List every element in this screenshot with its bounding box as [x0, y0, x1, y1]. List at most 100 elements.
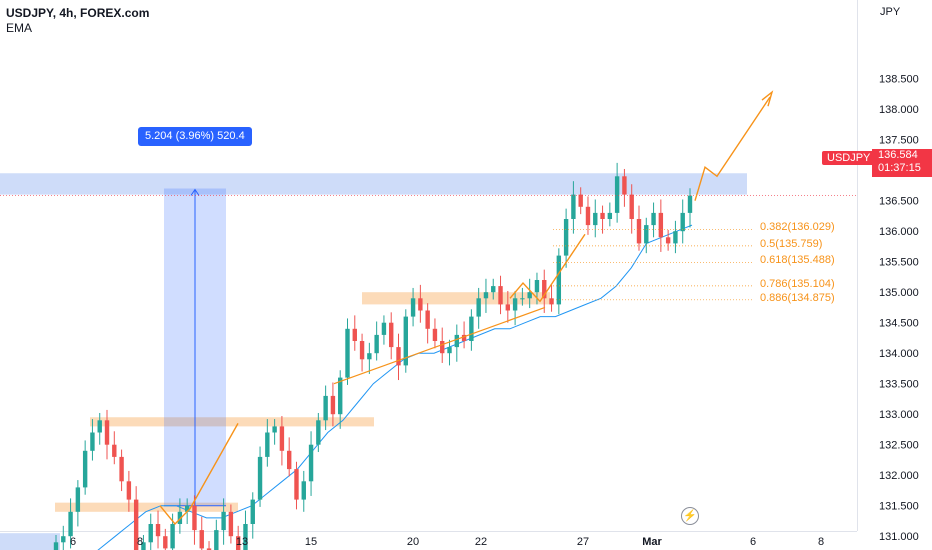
y-tick-label: 133.500 [879, 379, 919, 391]
x-tick-label: 13 [236, 536, 248, 548]
y-tick-label: 131.000 [879, 531, 919, 543]
candle-body [53, 542, 59, 550]
last-price-tag: USDJPY 136.584 01:37:15 [822, 149, 932, 177]
candle-body [294, 469, 299, 500]
candle-body [534, 280, 540, 293]
symbol-title[interactable]: USDJPY, 4h, FOREX.com [6, 6, 150, 20]
candle-body [235, 536, 241, 550]
candle-body [301, 481, 306, 500]
candle-body [389, 322, 394, 348]
candle-body [593, 212, 598, 226]
x-tick-label: 8 [818, 536, 824, 548]
zone-orange [362, 292, 550, 305]
candle-body [629, 194, 634, 219]
candle-body [476, 298, 481, 317]
candle-body [614, 176, 620, 213]
candle-body [396, 347, 401, 366]
candle-body [323, 395, 328, 421]
chart-grid [0, 0, 858, 532]
measure-label[interactable]: 5.204 (3.96%) 520.4 [138, 127, 252, 146]
candle-body [184, 505, 190, 512]
projection-arrow-2 [509, 233, 586, 303]
candle-body [126, 481, 132, 500]
candle-body [600, 212, 605, 219]
candle-body [425, 310, 430, 329]
x-tick-label: 22 [475, 536, 487, 548]
y-tick-label: 138.500 [879, 74, 919, 86]
candle-body [410, 298, 416, 317]
x-tick-label: 27 [577, 536, 589, 548]
candle-body [665, 237, 671, 244]
candle-body [651, 212, 656, 226]
candle-body [250, 499, 255, 524]
zone-blue [0, 173, 747, 195]
candle-body [418, 298, 423, 311]
candle-body [585, 206, 591, 226]
candle-body [374, 334, 379, 354]
candle-body [272, 426, 277, 433]
candle-body [440, 341, 445, 354]
lightning-icon[interactable]: ⚡ [681, 507, 699, 525]
fib-level-label: 0.886(134.875) [760, 291, 835, 304]
measure-tool [164, 188, 226, 507]
price-tag-symbol: USDJPY [822, 151, 876, 165]
x-tick-label: 6 [70, 536, 76, 548]
candle-body [192, 505, 197, 531]
candle-body [199, 530, 204, 549]
x-tick-label: Mar [642, 536, 662, 548]
candle-body [673, 231, 678, 244]
y-tick-label: 133.000 [879, 409, 919, 421]
candle-body [177, 511, 183, 524]
candle-body [97, 420, 102, 433]
candle-body [61, 536, 66, 543]
y-tick-label: 138.000 [879, 104, 919, 116]
candle-body [571, 194, 576, 219]
candle-body [636, 219, 642, 244]
candle-body [286, 450, 292, 470]
candle-body [214, 530, 219, 550]
candle-body [257, 456, 263, 500]
candle-body [461, 334, 467, 341]
candle-body [163, 536, 168, 549]
measure-arrowhead [190, 188, 200, 196]
candle-body [206, 548, 212, 550]
projection-arrow-3 [694, 96, 771, 201]
arrowhead [761, 90, 774, 107]
y-tick-label: 132.000 [879, 470, 919, 482]
candle-body [82, 450, 88, 488]
candle-body [556, 255, 562, 305]
candle-body [578, 194, 583, 207]
fib-level-label: 0.618(135.488) [760, 254, 835, 267]
price-tag-countdown: 01:37:15 [878, 162, 921, 174]
candle-body [512, 298, 518, 311]
candle-body [352, 328, 357, 341]
candle-body [549, 298, 554, 305]
trendline [333, 306, 546, 385]
fib-level-label: 0.5(135.759) [760, 237, 823, 250]
y-tick-label: 135.500 [879, 257, 919, 269]
y-tick-label: 134.500 [879, 318, 919, 330]
x-tick-label: 6 [750, 536, 756, 548]
y-axis: 131.000 131.500 132.000 132.500 133.000 133.5… [879, 74, 919, 544]
candle-body [367, 353, 372, 360]
zone-orange [55, 502, 238, 512]
candle-body [75, 487, 81, 512]
candle-body [338, 377, 343, 415]
y-tick-label: 136.000 [879, 226, 919, 238]
zone-blue [0, 533, 60, 550]
candle-body [491, 286, 496, 293]
candle-body [483, 292, 489, 299]
candle-body [345, 328, 350, 378]
x-axis: 6 8 13 15 20 22 27 Mar 6 8 [70, 536, 824, 548]
y-tick-label: 132.500 [879, 440, 919, 452]
candle-body [520, 298, 525, 300]
candle-body [68, 511, 73, 537]
candle-body [542, 280, 547, 299]
y-tick-label: 137.500 [879, 135, 919, 147]
candle-body [607, 212, 613, 219]
indicator-label[interactable]: EMA [6, 21, 33, 35]
candle-body [622, 176, 627, 195]
x-tick-label: 15 [305, 536, 317, 548]
candle-body [228, 511, 234, 537]
